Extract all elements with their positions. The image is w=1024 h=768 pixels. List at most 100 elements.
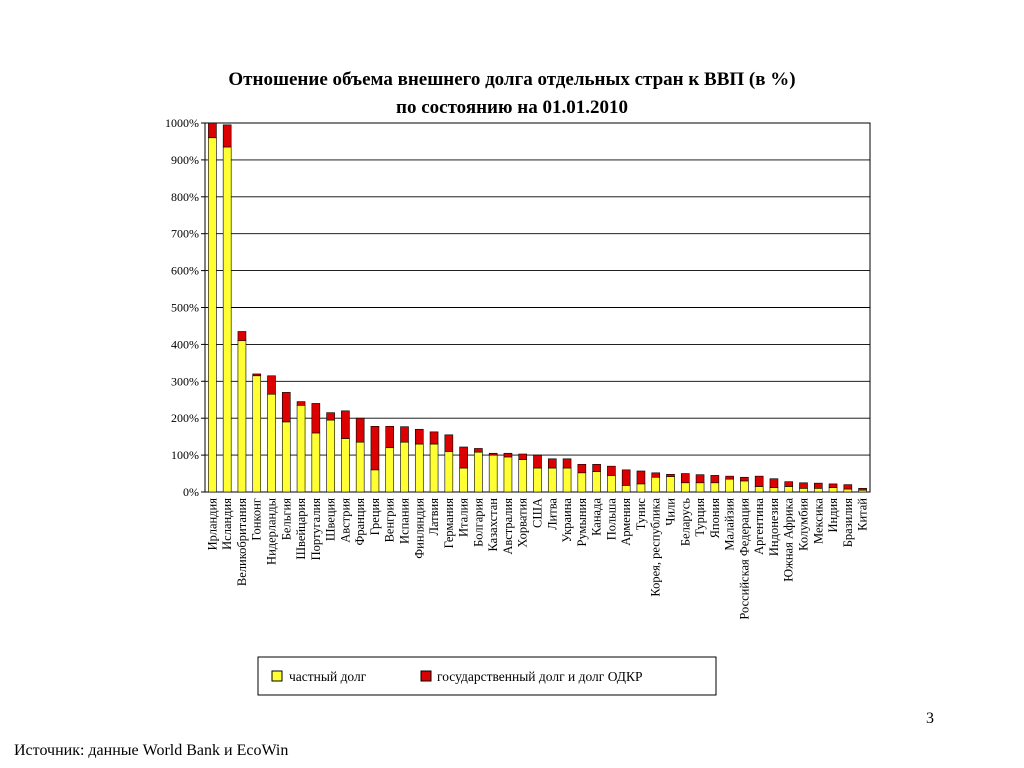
x-tick-label: Ирландия: [205, 498, 219, 551]
x-tick-label: Украина: [560, 498, 574, 543]
x-tick-label: Казахстан: [486, 498, 500, 552]
bar-public-debt: [222, 124, 232, 148]
y-tick-label: 700%: [171, 227, 199, 241]
legend-label-private: частный долг: [289, 669, 367, 684]
bar-private-debt: [680, 482, 690, 493]
x-tick-label: Бразилия: [841, 498, 855, 548]
legend-swatch-public: [420, 670, 432, 682]
bar-public-debt: [754, 475, 764, 487]
x-tick-label: Испания: [398, 498, 412, 544]
bar-private-debt: [474, 451, 483, 493]
y-tick-label: 800%: [171, 190, 199, 204]
x-tick-label: Исландия: [220, 498, 234, 550]
bar-public-debt: [518, 453, 528, 460]
x-tick-label: Индия: [826, 498, 840, 533]
bar-private-debt: [459, 467, 468, 493]
bar-public-debt: [828, 483, 838, 488]
x-tick-label: Великобритания: [235, 498, 249, 586]
bar-private-debt: [592, 471, 601, 493]
x-axis: Ирландия Исландия Великобритания Гонконг Нид…: [205, 497, 869, 619]
bar-public-debt: [769, 478, 779, 488]
bar-private-debt: [695, 482, 705, 493]
y-tick-label: 400%: [171, 337, 199, 351]
bars: [208, 122, 867, 493]
bar-public-debt: [680, 473, 690, 484]
x-tick-label: Гонконг: [250, 498, 264, 541]
bar-private-debt: [385, 447, 395, 493]
bar-private-debt: [710, 482, 720, 493]
y-axis: 0% 100% 200% 300% 400% 500% 600% 700% 800% 900% 10…: [165, 116, 205, 499]
chart-subtitle: по состоянию на 01.01.2010: [396, 97, 628, 118]
bar-private-debt: [414, 443, 424, 493]
bar-public-debt: [355, 417, 365, 443]
legend-box: [257, 656, 717, 696]
x-tick-label: Аргентина: [752, 498, 766, 555]
bar-private-debt: [666, 476, 675, 493]
x-tick-label: Австрия: [338, 498, 352, 543]
y-tick-label: 100%: [171, 448, 199, 462]
bar-public-debt: [607, 465, 616, 476]
x-tick-label: Индонезия: [767, 498, 781, 556]
x-tick-label: Нидерланды: [265, 497, 279, 565]
bar-public-debt: [666, 473, 675, 477]
bar-public-debt: [281, 392, 291, 423]
bar-public-debt: [710, 475, 720, 484]
bar-private-debt: [828, 487, 838, 493]
bar-public-debt: [592, 464, 601, 473]
x-tick-label: Франция: [353, 498, 367, 546]
bar-private-debt: [547, 467, 557, 493]
bar-public-debt: [577, 464, 587, 474]
bar-public-debt: [725, 475, 734, 480]
bar-private-debt: [296, 404, 306, 493]
x-tick-label: Латвия: [427, 498, 441, 536]
bar-public-debt: [237, 331, 247, 342]
bar-private-debt: [222, 146, 232, 493]
bar-private-debt: [562, 467, 572, 493]
legend-swatch-private: [271, 670, 283, 682]
bar-private-debt: [636, 483, 646, 493]
chart-title: Отношение объема внешнего долга отдельны…: [228, 69, 795, 90]
bar-private-debt: [370, 469, 380, 493]
bar-public-debt: [341, 410, 350, 439]
bar-private-debt: [651, 476, 661, 493]
bar-public-debt: [400, 426, 409, 443]
page-number: 3: [926, 710, 934, 727]
bar-private-debt: [843, 488, 853, 493]
bar-private-debt: [208, 137, 217, 493]
bar-public-debt: [326, 412, 335, 421]
bar-private-debt: [784, 486, 794, 493]
bar-private-debt: [577, 472, 587, 493]
bar-private-debt: [311, 432, 321, 493]
bar-public-debt: [636, 470, 646, 485]
x-tick-label: Южная Африка: [782, 498, 796, 582]
bar-public-debt: [740, 476, 749, 482]
x-tick-label: Швейцария: [294, 498, 308, 560]
bar-public-debt: [311, 403, 321, 434]
x-tick-label: Италия: [457, 498, 471, 537]
bar-public-debt: [474, 448, 483, 453]
x-tick-label: Турция: [693, 498, 707, 537]
x-tick-label: Корея, республика: [649, 498, 663, 597]
bar-public-debt: [385, 426, 395, 449]
bar-public-debt: [533, 454, 542, 469]
y-tick-label: 900%: [171, 153, 199, 167]
bar-private-debt: [799, 488, 808, 493]
legend: частный долг государственный долг и долг…: [257, 656, 717, 696]
bar-private-debt: [237, 340, 247, 493]
bar-private-debt: [607, 475, 616, 493]
x-tick-label: Литва: [545, 498, 559, 530]
x-tick-label: Япония: [708, 498, 722, 539]
bar-private-debt: [267, 393, 276, 493]
bar-private-debt: [444, 451, 454, 493]
x-tick-label: Греция: [368, 498, 382, 536]
x-tick-label: Армения: [619, 498, 633, 546]
bar-public-debt: [799, 482, 808, 489]
x-tick-label: Финляндия: [412, 498, 426, 559]
x-tick-label: Тунис: [634, 498, 648, 531]
bar-public-debt: [208, 122, 217, 139]
bar-public-debt: [414, 428, 424, 445]
bar-private-debt: [518, 459, 528, 493]
bar-private-debt: [326, 419, 335, 493]
x-tick-label: Венгрия: [383, 498, 397, 543]
